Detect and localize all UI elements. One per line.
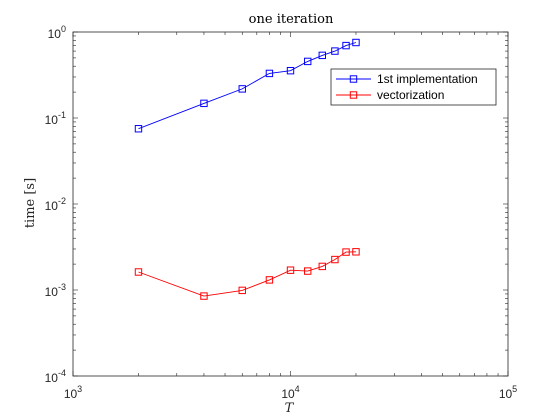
legend-label-1: 1st implementation <box>377 72 478 86</box>
y-tick-label: 10-2 <box>45 196 66 213</box>
data-point-1 <box>304 57 312 66</box>
data-point-2 <box>352 248 360 256</box>
x-axis-label: T <box>285 401 295 416</box>
series-line-2 <box>138 251 357 297</box>
data-point-2 <box>331 255 339 264</box>
data-point-2 <box>200 292 208 300</box>
data-point-2 <box>286 266 295 274</box>
y-tick-label: 10-4 <box>45 368 66 385</box>
x-tick-label: 103 <box>64 384 82 401</box>
data-point-1 <box>318 51 326 60</box>
data-point-1 <box>238 85 246 93</box>
y-tick-label: 10-1 <box>45 110 66 127</box>
data-point-1 <box>342 41 350 50</box>
data-point-1 <box>134 125 143 133</box>
data-point-1 <box>331 47 339 55</box>
series-line-1 <box>138 42 357 130</box>
legend-marker-2 <box>349 91 358 99</box>
chart-title: one iteration <box>249 12 334 27</box>
series-layer <box>134 38 360 300</box>
data-point-2 <box>304 267 312 275</box>
legend: 1st implementation vectorization <box>330 68 497 106</box>
legend-box <box>330 68 497 106</box>
x-tick-label: 105 <box>499 384 517 401</box>
y-axis-label: time [s] <box>23 178 38 228</box>
y-tick-label: 100 <box>48 24 66 41</box>
data-point-2 <box>342 248 350 256</box>
data-point-1 <box>200 99 208 108</box>
data-point-1 <box>352 38 360 47</box>
data-point-2 <box>238 286 246 295</box>
data-point-2 <box>318 262 326 271</box>
data-point-2 <box>134 268 143 276</box>
y-tick-label: 10-3 <box>45 282 66 299</box>
axes-layer: 103 104 105 10-4 10-3 10-2 10-1 100 <box>45 24 518 401</box>
legend-marker-1 <box>349 75 358 83</box>
x-tick-label: 104 <box>281 384 299 401</box>
data-point-1 <box>265 69 274 78</box>
data-point-2 <box>265 276 274 284</box>
data-point-1 <box>286 66 295 75</box>
legend-label-2: vectorization <box>377 88 444 102</box>
